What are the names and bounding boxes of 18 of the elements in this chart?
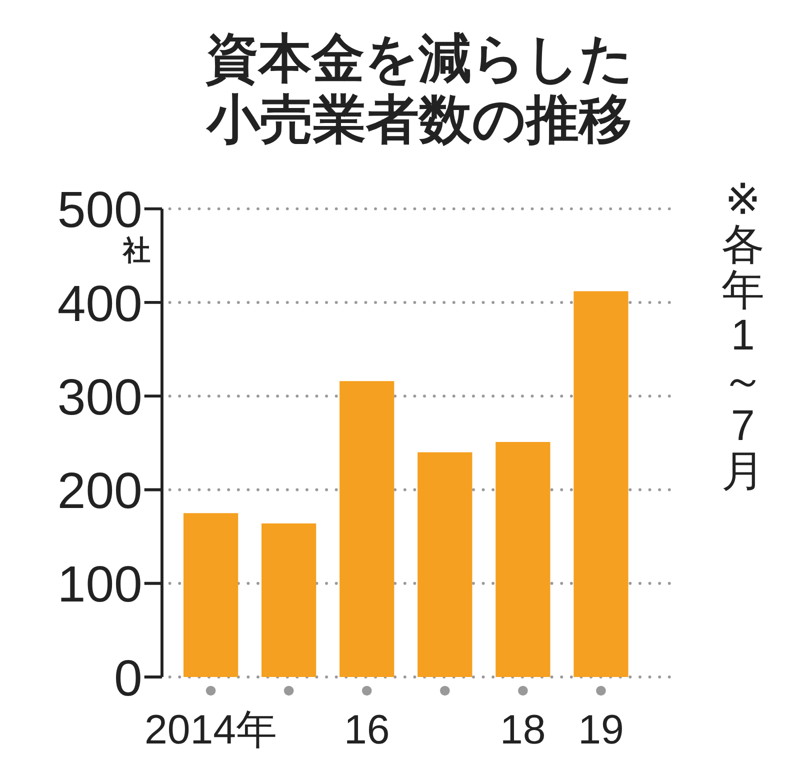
chart-title: 資本金を減らした小売業者数の推移: [205, 30, 634, 150]
bar: [340, 381, 394, 678]
bar: [496, 442, 550, 678]
text: ※各年1～7月: [721, 176, 764, 496]
bar: [262, 523, 316, 678]
y-tick-label: 400: [57, 274, 142, 332]
x-tick-label: 18: [500, 706, 546, 753]
bar: [418, 452, 472, 678]
bar: [574, 291, 628, 678]
y-tick-label: 300: [57, 368, 142, 426]
y-tick-label: 200: [57, 462, 142, 520]
bar: [183, 513, 238, 678]
x-tick-label: 19: [578, 706, 624, 753]
x-tick-label: 2014年: [144, 706, 278, 753]
y-axis-title: 社: [122, 234, 150, 266]
y-tick-label: 0: [114, 649, 142, 706]
x-tick-label: 16: [344, 706, 390, 753]
y-tick-label: 100: [57, 556, 142, 613]
